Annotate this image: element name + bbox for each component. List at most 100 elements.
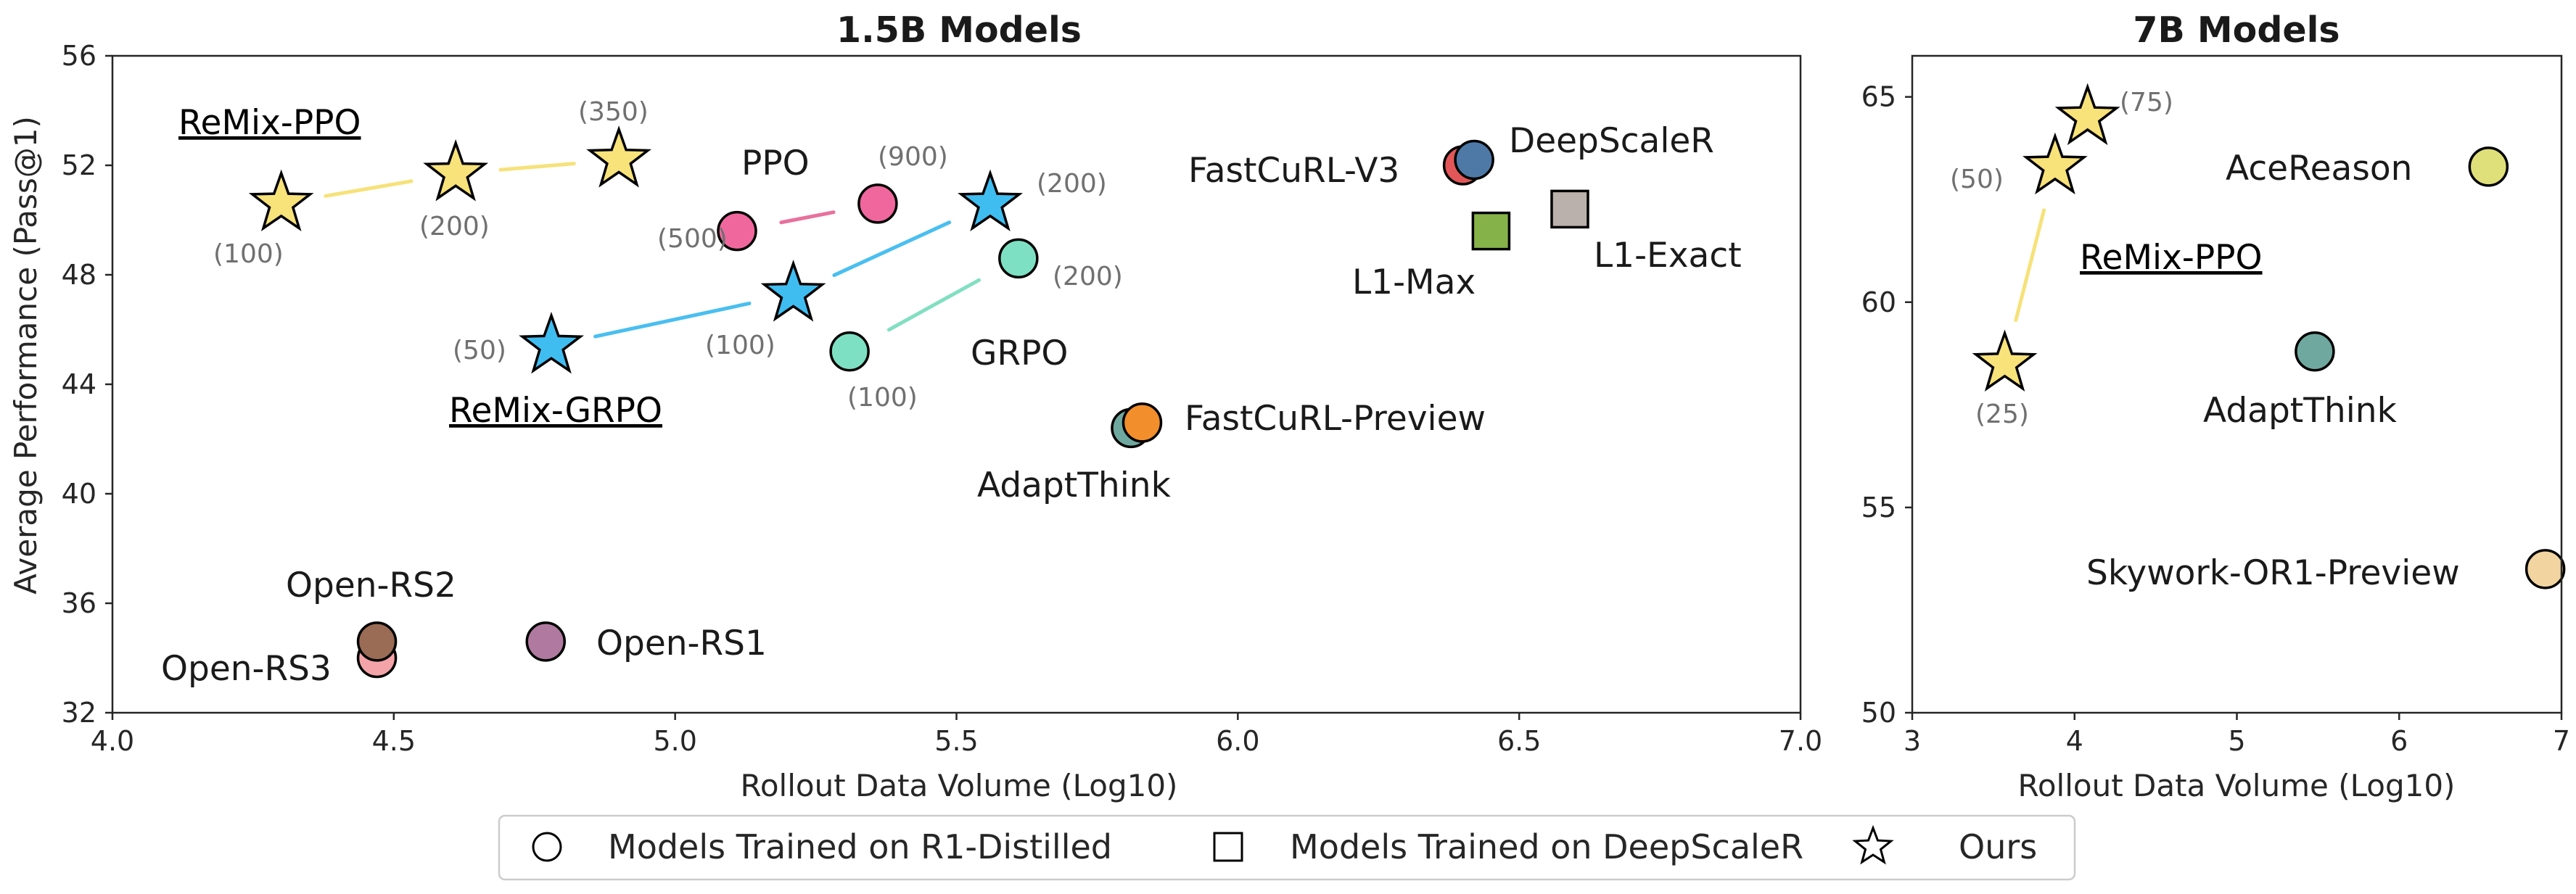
axis-ticks: 3 4 5 6 7 50 55 60 65 [1861, 81, 2570, 757]
y-tick-label: 55 [1861, 492, 1896, 523]
x-tick-label: 4.0 [91, 725, 134, 757]
y-tick-label: 36 [62, 587, 96, 619]
chart-1-5b-models: 1.5B Models Rollout Data Volume (Log10) … [8, 9, 1822, 803]
y-axis-label: Average Performance (Pass@1) [8, 116, 44, 595]
volume-label: (50) [453, 336, 506, 365]
series-line-ppo [779, 210, 836, 225]
label-ppo: PPO [741, 144, 810, 183]
marker-open-rs2 [356, 621, 398, 662]
label-open-rs2: Open-RS2 [286, 566, 456, 605]
y-tick-label: 40 [62, 478, 96, 510]
marker-deepscaler [1454, 139, 1494, 181]
label-remix-ppo-7b: ReMix-PPO [2080, 238, 2263, 278]
data-marks [1972, 83, 2566, 589]
marker-l1-exact [1550, 189, 1589, 229]
marker-ppo-900 [857, 183, 898, 224]
label-open-rs1: Open-RS1 [596, 624, 767, 663]
x-tick-label: 6.5 [1497, 725, 1541, 757]
y-tick-label: 56 [62, 40, 96, 72]
marker-open-rs1 [525, 621, 567, 662]
marker-remix-ppo-50 [2022, 132, 2088, 195]
y-tick-label: 52 [62, 149, 96, 181]
label-fastcurl-preview: FastCuRL-Preview [1185, 399, 1486, 439]
label-fastcurl-v3: FastCuRL-V3 [1188, 151, 1399, 191]
volume-label: (200) [1037, 169, 1107, 199]
volume-label: (350) [578, 97, 649, 127]
marker-remix-grpo-50 [519, 311, 584, 374]
y-tick-label: 60 [1861, 286, 1896, 318]
marker-remix-ppo-75 [2054, 83, 2120, 146]
series-line-grpo [886, 278, 982, 332]
marker-remix-grpo-100 [760, 260, 826, 322]
x-tick-label: 6 [2390, 725, 2408, 757]
marker-ppo-500 [717, 210, 757, 252]
label-l1-max: L1-Max [1352, 262, 1476, 302]
legend-label-deepscaler: Models Trained on DeepScaleR [1290, 827, 1803, 866]
x-tick-label: 5.0 [653, 725, 696, 757]
marker-grpo-100 [829, 331, 870, 372]
label-remix-grpo: ReMix-GRPO [449, 391, 662, 431]
data-marks [248, 125, 1589, 679]
volume-label: (50) [1950, 165, 2004, 194]
marker-remix-grpo-200 [958, 169, 1023, 232]
marker-remix-ppo-350 [586, 125, 651, 188]
volume-label: (200) [1053, 262, 1123, 291]
series-line-remix-ppo [498, 162, 576, 172]
x-tick-label: 5 [2228, 725, 2245, 757]
legend-box [498, 814, 2076, 881]
volume-label: (500) [657, 224, 728, 254]
x-tick-label: 3 [1904, 725, 1921, 757]
x-tick-label: 4 [2066, 725, 2083, 757]
legend-circle-marker [532, 832, 562, 862]
y-tick-label: 65 [1861, 81, 1896, 113]
volume-label: (100) [213, 239, 284, 269]
series-line-remix-grpo [593, 301, 752, 339]
marker-fastcurl-preview [1122, 402, 1163, 443]
label-skywork-or1-preview: Skywork-OR1-Preview [2086, 553, 2460, 593]
volume-label: (100) [847, 383, 918, 413]
chart-title: 1.5B Models [836, 9, 1082, 51]
legend-square-marker [1213, 832, 1243, 862]
plot-frame [111, 54, 1802, 714]
x-tick-label: 4.5 [372, 725, 416, 757]
x-axis-label: Rollout Data Volume (Log10) [2018, 768, 2456, 803]
label-adaptthink-1-5b: AdaptThink [977, 465, 1172, 505]
marker-remix-ppo-100 [248, 169, 314, 232]
legend-star-marker [1852, 824, 1894, 865]
label-adaptthink-7b: AdaptThink [2203, 391, 2398, 431]
legend-label-r1-distilled: Models Trained on R1-Distilled [608, 827, 1112, 866]
chart-title: 7B Models [2133, 9, 2340, 51]
marker-grpo-200 [998, 238, 1039, 279]
marker-remix-ppo-200 [423, 139, 489, 202]
volume-label: (100) [705, 331, 775, 360]
volume-label: (75) [2120, 88, 2173, 117]
chart-7b-models: 7B Models Rollout Data Volume (Log10) 3 4… [1861, 9, 2570, 803]
x-axis-label: Rollout Data Volume (Log10) [741, 768, 1178, 803]
y-tick-label: 50 [1861, 697, 1896, 729]
series-line-remix-grpo [832, 220, 952, 278]
volume-label: (25) [1975, 400, 2029, 429]
x-tick-label: 7 [2553, 725, 2570, 757]
label-open-rs3: Open-RS3 [161, 649, 332, 689]
axis-ticks: 4.0 4.5 5.0 5.5 6.0 6.5 7.0 32 36 40 44 48 52 56 [62, 40, 1823, 757]
volume-label: (200) [419, 212, 490, 241]
legend-label-ours: Ours [1959, 827, 2037, 866]
legend: Models Trained on R1-Distilled Models Tr… [498, 814, 2076, 881]
series-line-remix-ppo [324, 179, 413, 198]
label-grpo: GRPO [971, 334, 1068, 373]
marker-acereason [2468, 146, 2509, 187]
y-tick-label: 32 [62, 697, 96, 729]
series-lines [324, 162, 982, 339]
series-line-remix-ppo [2014, 208, 2046, 323]
y-tick-label: 48 [62, 259, 96, 291]
series-lines [2014, 208, 2046, 323]
marker-remix-ppo-25 [1972, 329, 2038, 392]
label-acereason: AceReason [2226, 149, 2412, 189]
x-tick-label: 5.5 [934, 725, 978, 757]
x-tick-label: 6.0 [1216, 725, 1259, 757]
marker-skywork-or1-preview [2524, 549, 2566, 589]
label-deepscaler: DeepScaleR [1509, 121, 1714, 161]
marker-adaptthink [2295, 331, 2335, 372]
